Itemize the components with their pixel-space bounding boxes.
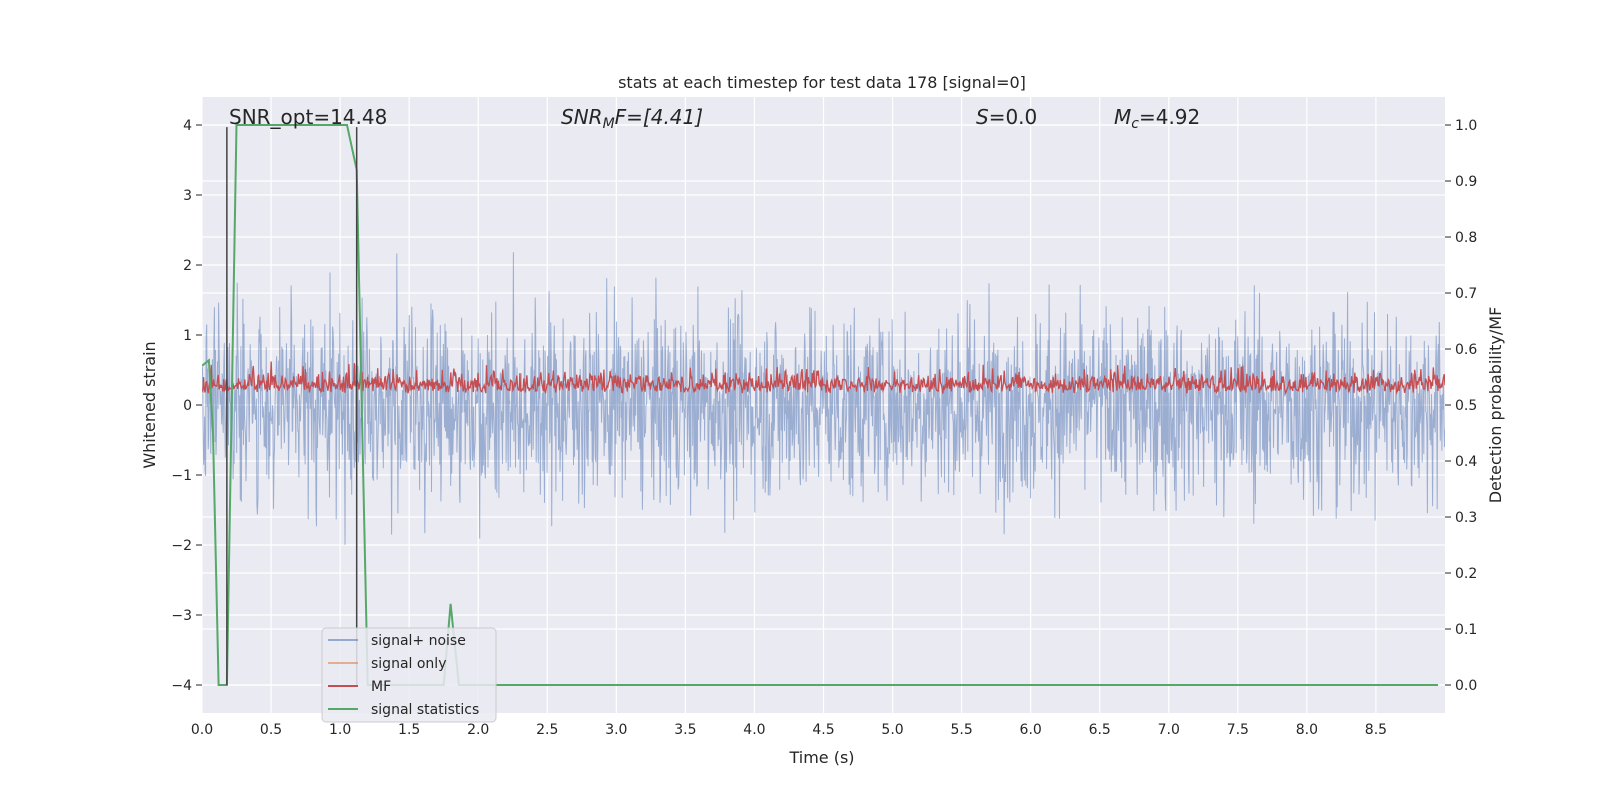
y-tick-label-left: −4: [171, 678, 192, 694]
x-tick-label: 3.0: [605, 722, 627, 738]
series-mf: [202, 361, 1445, 396]
legend-label-mf: MF: [371, 679, 391, 695]
x-tick-label: 0.0: [191, 722, 213, 738]
chart-title: stats at each timestep for test data 178…: [618, 73, 1026, 92]
annotation-s-rest: =0.0: [989, 105, 1038, 129]
annotation-mc-sub: c: [1131, 116, 1139, 132]
annotation-snr-mf-sub: M: [603, 116, 615, 132]
x-tick-label: 6.5: [1089, 722, 1111, 738]
y-tick-label-right: 0.7: [1455, 286, 1477, 302]
x-tick-label: 2.0: [467, 722, 489, 738]
x-axis-label: Time (s): [788, 748, 854, 767]
x-tick-label: 1.5: [398, 722, 420, 738]
x-tick-label: 2.5: [536, 722, 558, 738]
vertical-markers: [226, 127, 358, 685]
y-tick-label-left: 3: [183, 188, 192, 204]
annotation-mc-rest: =4.92: [1139, 105, 1200, 129]
x-tick-label: 4.0: [743, 722, 765, 738]
ticks: 0.0 0.5 1.0 1.5 2.0 2.5 3.0 3.5 4.0 4.5 5.0 5.5 6.0 6…: [171, 118, 1477, 738]
x-tick-label: 1.0: [329, 722, 351, 738]
series-signal-statistics: [202, 124, 1439, 686]
y-tick-label-right: 0.4: [1455, 454, 1477, 470]
y-tick-label-right: 0.3: [1455, 510, 1477, 526]
y-tick-label-right: 0.6: [1455, 342, 1477, 358]
y-tick-label-right: 0.9: [1455, 174, 1477, 190]
y-tick-label-right: 0.1: [1455, 622, 1477, 638]
y-tick-label-right: 0.0: [1455, 678, 1477, 694]
annotation-snr-mf-rest: F=[4.41]: [615, 105, 703, 129]
series-layer: [202, 124, 1445, 686]
legend-box: [321, 627, 497, 723]
x-tick-label: 5.5: [950, 722, 972, 738]
annotation-snr-mf: SNRMF=[4.41]: [561, 105, 703, 132]
legend-label-signal-noise: signal+ noise: [371, 633, 466, 649]
y-tick-label-left: −3: [171, 608, 192, 624]
x-tick-label: 7.0: [1158, 722, 1180, 738]
y-tick-label-left: −1: [171, 468, 192, 484]
y-tick-label-left: −2: [171, 538, 192, 554]
y-tick-label-right: 0.8: [1455, 230, 1477, 246]
x-tick-label: 8.5: [1365, 722, 1387, 738]
annotation-mc-name: M: [1114, 105, 1131, 129]
x-tick-label: 6.0: [1020, 722, 1042, 738]
x-tick-label: 5.0: [881, 722, 903, 738]
y-axis-label-left: Whitened strain: [140, 341, 159, 468]
annotation-snr-mf-name: SNR: [561, 105, 603, 129]
annotation-mc: Mc=4.92: [1114, 105, 1200, 132]
y-tick-label-right: 0.5: [1455, 398, 1477, 414]
annotation-s-name: S: [976, 105, 989, 129]
legend: signal+ noise signal only MF signal stat…: [321, 627, 497, 723]
y-tick-label-left: 4: [183, 118, 192, 134]
legend-label-signal-only: signal only: [371, 656, 446, 672]
y-tick-label-left: 1: [183, 328, 192, 344]
annotation-s: S=0.0: [976, 105, 1037, 129]
y-tick-label-left: 0: [183, 398, 192, 414]
x-tick-label: 3.5: [674, 722, 696, 738]
y-axis-label-right: Detection probability/MF: [1486, 307, 1505, 504]
y-tick-label-right: 1.0: [1455, 118, 1477, 134]
x-tick-label: 7.5: [1227, 722, 1249, 738]
annotation-snr-opt: SNR_opt=14.48: [229, 105, 387, 129]
y-tick-label-right: 0.2: [1455, 566, 1477, 582]
x-tick-label: 0.5: [260, 722, 282, 738]
series-signal-noise: [202, 252, 1445, 545]
x-tick-label: 4.5: [812, 722, 834, 738]
legend-label-signal-statistics: signal statistics: [371, 702, 479, 718]
y-tick-label-left: 2: [183, 258, 192, 274]
x-tick-label: 8.0: [1296, 722, 1318, 738]
